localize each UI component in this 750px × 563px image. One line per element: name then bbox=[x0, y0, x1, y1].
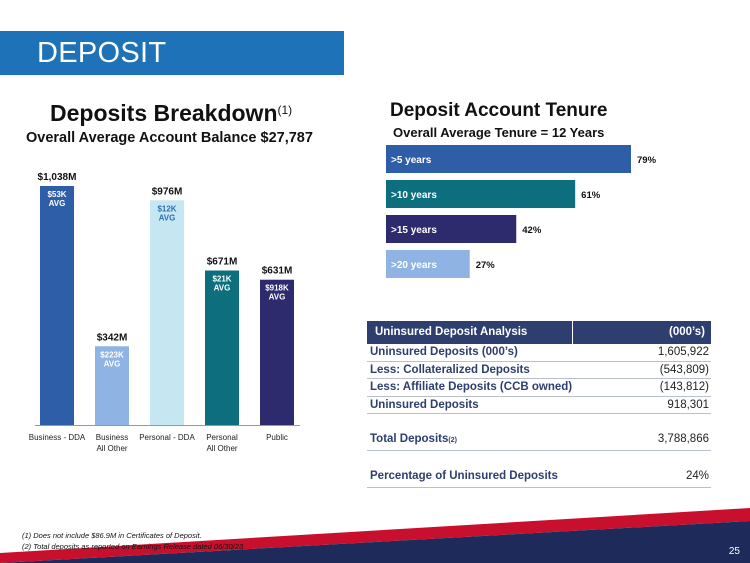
table-row: Less: Affiliate Deposits (CCB owned) (14… bbox=[367, 379, 711, 397]
bar-value-label: 42% bbox=[522, 225, 542, 236]
bar-value-label: $976M bbox=[152, 186, 183, 197]
bar-value-label: $342M bbox=[97, 332, 128, 343]
table-row: Uninsured Deposits 918,301 bbox=[367, 397, 711, 414]
bar bbox=[205, 270, 239, 425]
bar-avg-label: $223K bbox=[100, 350, 124, 359]
bar-value-label: $631M bbox=[262, 266, 293, 277]
footnote-1: (1) Does not include $86.9M in Certifica… bbox=[22, 531, 202, 540]
bar-avg-suffix: AVG bbox=[104, 359, 121, 368]
row-value: 24% bbox=[685, 470, 709, 482]
bar bbox=[386, 180, 576, 208]
bar bbox=[150, 200, 184, 425]
x-tick-label-line2: All Other bbox=[206, 444, 237, 453]
footnote-marker-1: (1) bbox=[277, 103, 293, 117]
bar bbox=[40, 186, 74, 425]
bar-category-label: >5 years bbox=[391, 155, 432, 166]
footnote-marker-2: (2) bbox=[448, 437, 457, 444]
bar-avg-label: $53K bbox=[47, 190, 66, 199]
deposits-breakdown-title-text: Deposits Breakdown bbox=[50, 100, 278, 126]
page-number: 25 bbox=[728, 546, 740, 557]
row-label: Less: Collateralized Deposits bbox=[370, 363, 530, 376]
row-value: 918,301 bbox=[667, 398, 709, 411]
page-title: DEPOSIT FRANCHISE bbox=[37, 37, 208, 113]
bar-avg-suffix: AVG bbox=[269, 293, 286, 302]
bar bbox=[95, 346, 129, 425]
x-tick-label: Personal - DDA bbox=[139, 433, 195, 442]
row-label: Less: Affiliate Deposits (CCB owned) bbox=[370, 381, 573, 393]
tenure-title: Deposit Account Tenure bbox=[390, 100, 608, 121]
table-header: Uninsured Deposit Analysis (000’s) bbox=[367, 321, 711, 344]
row-label: Percentage of Uninsured Deposits bbox=[370, 470, 558, 482]
bar-avg-suffix: AVG bbox=[159, 213, 176, 222]
table-header-value: (000’s) bbox=[668, 326, 705, 338]
row-label: Uninsured Deposits bbox=[370, 398, 479, 411]
table-row: Total Deposits(2) 3,788,866 bbox=[367, 414, 711, 451]
footnote-2: (2) Total deposits as reported on Earnin… bbox=[22, 542, 244, 551]
bar-value-label: 61% bbox=[581, 190, 601, 201]
row-value: 3,788,866 bbox=[657, 433, 709, 445]
row-label: Uninsured Deposits (000’s) bbox=[370, 346, 518, 358]
deposits-breakdown-title: Deposits Breakdown(1) bbox=[50, 100, 292, 127]
bar bbox=[386, 215, 517, 243]
bar-category-label: >20 years bbox=[391, 260, 437, 271]
uninsured-deposit-table: Uninsured Deposit Analysis (000’s) Unins… bbox=[367, 321, 711, 488]
x-tick-label: Business - DDA bbox=[29, 433, 86, 442]
x-tick-label: Public bbox=[266, 433, 288, 442]
bar-avg-label: $918K bbox=[265, 284, 289, 293]
bar-value-label: 27% bbox=[476, 260, 496, 271]
table-row: Uninsured Deposits (000’s) 1,605,922 bbox=[367, 344, 711, 362]
bar bbox=[386, 250, 470, 278]
row-value: (143,812) bbox=[659, 381, 709, 393]
row-label: Total Deposits(2) bbox=[367, 428, 573, 450]
row-value: (543,809) bbox=[659, 363, 709, 376]
bar-avg-label: $12K bbox=[157, 204, 176, 213]
bar bbox=[260, 279, 294, 425]
bar-category-label: >15 years bbox=[391, 225, 437, 236]
table-row: Percentage of Uninsured Deposits 24% bbox=[367, 451, 711, 488]
x-tick-label: Personal bbox=[206, 433, 238, 442]
bar-value-label: 79% bbox=[637, 155, 657, 166]
x-tick-label-line2: All Other bbox=[96, 444, 127, 453]
table-header-label: Uninsured Deposit Analysis bbox=[367, 321, 573, 344]
footnotes: (1) Does not include $86.9M in Certifica… bbox=[22, 530, 243, 552]
deposits-breakdown-subtitle: Overall Average Account Balance $27,787 bbox=[26, 130, 313, 146]
bar-avg-label: $21K bbox=[212, 275, 231, 284]
bar bbox=[386, 145, 631, 173]
tenure-subtitle: Overall Average Tenure = 12 Years bbox=[393, 125, 605, 140]
row-value: 1,605,922 bbox=[657, 346, 709, 358]
table-row: Less: Collateralized Deposits (543,809) bbox=[367, 362, 711, 379]
tenure-chart: >5 years 79% >10 years 61% >15 years 42% >20 y… bbox=[386, 145, 657, 278]
bar-category-label: >10 years bbox=[391, 190, 437, 201]
x-tick-label: Business bbox=[96, 433, 128, 442]
page-title-banner: DEPOSIT FRANCHISE bbox=[0, 31, 344, 113]
bar-avg-suffix: AVG bbox=[214, 284, 231, 293]
bar-value-label: $671M bbox=[207, 257, 238, 268]
bar-avg-suffix: AVG bbox=[49, 199, 66, 208]
row-label-text: Total Deposits bbox=[370, 433, 449, 445]
bar-value-label: $1,038M bbox=[38, 172, 77, 183]
